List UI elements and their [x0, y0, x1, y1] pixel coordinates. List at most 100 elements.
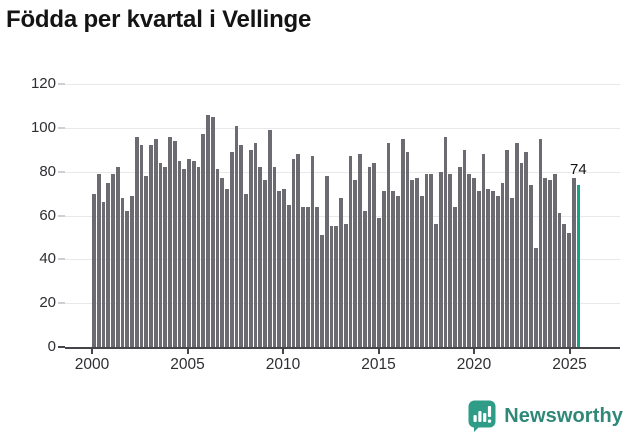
bar [467, 173, 472, 347]
bar [234, 125, 239, 347]
y-tick-mark [58, 258, 65, 261]
bar [462, 149, 467, 347]
bar [177, 160, 182, 347]
bar [386, 143, 391, 347]
bar [429, 173, 434, 347]
bar [291, 158, 296, 347]
bar [296, 154, 301, 347]
bar [215, 169, 220, 347]
bar [419, 195, 424, 347]
bar [415, 178, 419, 347]
x-tick-label: 2020 [456, 356, 492, 373]
bar [120, 197, 125, 347]
bar [301, 206, 305, 347]
x-tick-label: 2000 [74, 356, 110, 373]
bar [320, 235, 324, 347]
bar [315, 206, 320, 347]
bar [353, 180, 358, 347]
bar [457, 167, 462, 347]
y-tick-mark [58, 170, 65, 173]
bar [519, 162, 524, 347]
x-tick-mark [282, 347, 284, 354]
y-tick-label: 40 [39, 250, 56, 268]
bar [182, 169, 187, 347]
bar [538, 138, 543, 347]
x-tick-mark [473, 347, 475, 354]
x-tick-label: 2005 [170, 356, 205, 373]
gridline [65, 171, 620, 173]
y-tick-mark [58, 126, 65, 129]
bar [543, 178, 548, 347]
bar [343, 224, 348, 347]
bar [210, 116, 215, 347]
bar [396, 195, 400, 347]
bar [196, 167, 201, 347]
bar [334, 226, 339, 347]
y-tick-label: 120 [30, 75, 56, 92]
bar [372, 162, 377, 347]
bar [277, 191, 282, 347]
bar [548, 180, 552, 347]
bar [220, 178, 225, 347]
bar [524, 151, 529, 347]
x-tick-mark [91, 347, 93, 354]
bar [438, 171, 443, 347]
bar [139, 145, 144, 347]
bar [258, 167, 263, 347]
x-tick-label: 2025 [552, 356, 587, 373]
bar [191, 160, 196, 347]
bar [282, 189, 286, 347]
bar [571, 178, 576, 347]
bar [329, 226, 334, 347]
bar [514, 143, 519, 347]
bar [495, 195, 500, 347]
bar [168, 136, 172, 347]
bar [453, 206, 457, 347]
bar [529, 184, 533, 347]
bar [244, 193, 248, 347]
bar [92, 193, 96, 347]
bar [481, 154, 486, 347]
bar [286, 204, 291, 347]
bar [263, 180, 267, 347]
x-tick-mark [568, 347, 571, 354]
bar [229, 151, 234, 347]
y-tick-mark [58, 346, 65, 348]
bar [272, 167, 277, 347]
bar [552, 173, 557, 347]
bar [130, 195, 134, 347]
y-tick-label: 0 [47, 338, 56, 355]
bar [125, 211, 130, 347]
bar [101, 202, 106, 347]
x-tick-mark [377, 347, 380, 354]
bar [491, 191, 495, 347]
bar [367, 167, 372, 347]
bar [424, 173, 429, 347]
bar [339, 197, 343, 347]
bar [187, 158, 191, 347]
y-tick-mark [58, 214, 65, 217]
y-tick-mark [58, 302, 65, 305]
bar [106, 182, 111, 347]
bar [348, 156, 353, 347]
highlighted-bar [576, 184, 581, 347]
bar [324, 176, 329, 347]
bar [443, 136, 448, 347]
bar-chart-plot-area [65, 84, 620, 349]
bar [448, 173, 453, 347]
bar [134, 136, 139, 347]
y-tick-label: 80 [39, 162, 56, 180]
bar [358, 154, 362, 347]
bar [153, 138, 158, 347]
bar [410, 180, 415, 347]
x-tick-label: 2010 [265, 356, 301, 373]
x-tick-mark [186, 347, 189, 354]
y-tick-label: 60 [39, 206, 56, 224]
bar [206, 114, 210, 347]
bar [567, 233, 571, 347]
bar [201, 134, 206, 347]
bar [144, 176, 149, 347]
bar [96, 173, 101, 347]
bar [163, 167, 168, 347]
